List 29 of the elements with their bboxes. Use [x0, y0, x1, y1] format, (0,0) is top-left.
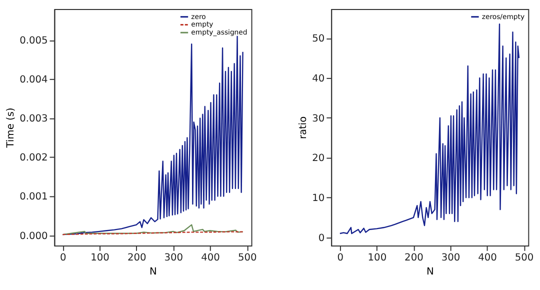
y-tick-label: 50	[312, 34, 325, 45]
y-tick-label: 0	[318, 232, 325, 244]
x-axis-title: N	[426, 266, 434, 278]
x-tick-label: 400	[201, 252, 220, 264]
x-tick-label: 0	[60, 252, 66, 264]
y-tick-label: 40	[312, 73, 325, 84]
x-tick-label: 300	[164, 252, 184, 264]
y-tick-label: 0.005	[20, 36, 48, 47]
y-tick-label: 0.004	[20, 74, 48, 86]
y-axis-title: Time (s)	[6, 108, 17, 149]
x-tick-label: 300	[441, 252, 460, 264]
x-tick-label: 100	[368, 252, 387, 264]
y-tick-label: 0.003	[20, 114, 48, 125]
x-tick-label: 500	[238, 252, 257, 264]
x-tick-label: 100	[90, 252, 110, 264]
y-tick-label: 0.000	[20, 230, 48, 242]
x-tick-label: 0	[337, 252, 344, 264]
y-tick-label: 0.002	[20, 152, 48, 164]
x-tick-label: 200	[404, 252, 424, 264]
y-axis-title: ratio	[298, 116, 310, 140]
y-tick-label: 10	[312, 193, 325, 204]
x-axis-title: N	[150, 266, 157, 278]
line-series	[339, 24, 520, 234]
y-tick-label: 30	[312, 113, 325, 124]
y-tick-label: 20	[312, 153, 325, 164]
y-tick-label: 0.001	[20, 192, 48, 203]
x-tick-label: 500	[514, 252, 534, 264]
x-tick-label: 200	[127, 252, 146, 264]
x-tick-label: 400	[478, 252, 497, 264]
